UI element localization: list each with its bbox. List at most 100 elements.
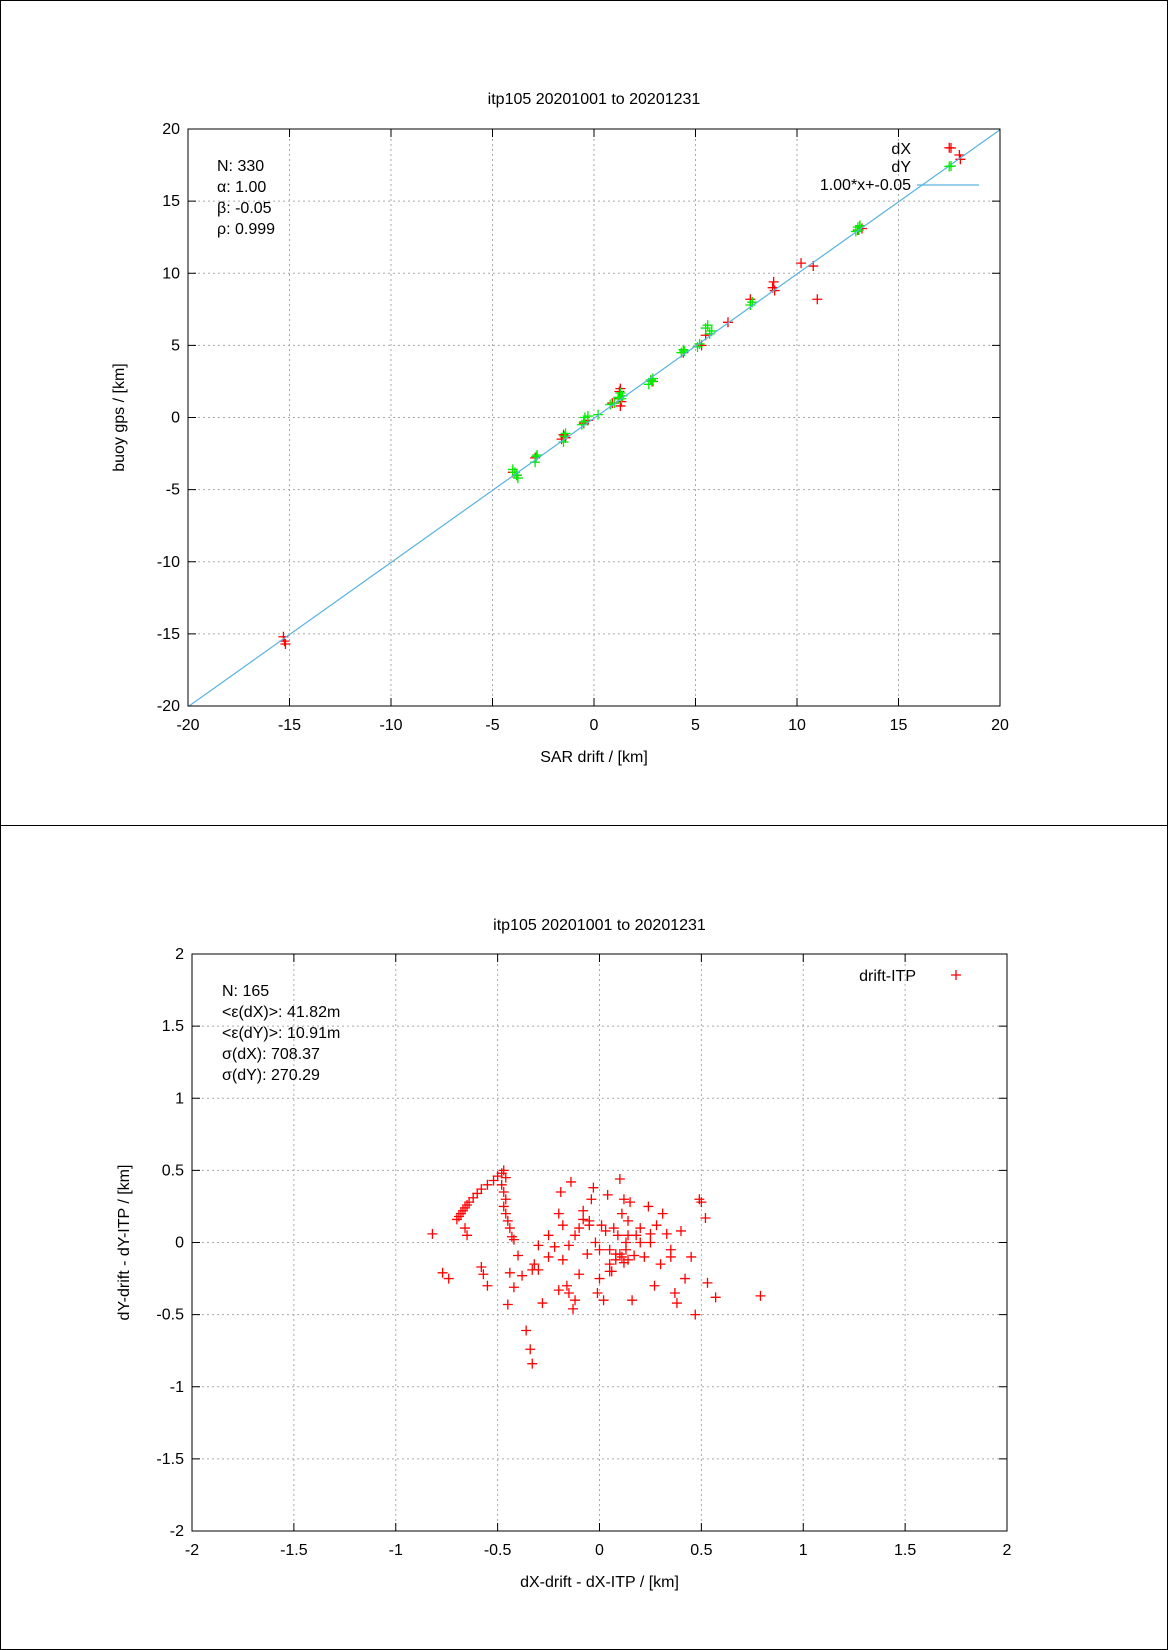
y-tick-label: 0 — [171, 410, 180, 427]
data-point — [563, 1240, 574, 1251]
data-point — [629, 1250, 640, 1261]
data-point — [502, 1215, 513, 1226]
y-tick-label: -0.5 — [156, 1307, 184, 1324]
stat-line: σ(dX): 708.37 — [222, 1046, 320, 1063]
y-tick-label: 5 — [171, 337, 180, 354]
data-point — [460, 1223, 471, 1234]
data-point — [635, 1237, 646, 1248]
data-point — [651, 1220, 662, 1231]
data-point — [512, 473, 523, 484]
data-point — [513, 1250, 523, 1261]
x-tick-label: 15 — [890, 717, 908, 734]
data-point — [504, 1267, 515, 1278]
data-point — [476, 1262, 487, 1273]
legend-entry: 1.00*x+-0.05 — [820, 177, 911, 194]
legend-marker-swatch — [946, 161, 956, 171]
data-point — [657, 1208, 668, 1219]
data-point — [498, 1165, 509, 1176]
y-tick-label: 1 — [175, 1090, 184, 1107]
data-point — [570, 1230, 581, 1241]
data-point — [635, 1223, 646, 1234]
data-point — [582, 1249, 593, 1260]
data-point — [529, 1259, 540, 1270]
y-tick-label: 1.5 — [162, 1018, 184, 1035]
data-point — [710, 1292, 721, 1303]
y-tick-label: -1 — [170, 1379, 184, 1396]
x-tick-label: 1 — [799, 1542, 808, 1559]
x-tick-label: -2 — [185, 1542, 199, 1559]
data-point — [590, 1237, 601, 1248]
data-point — [678, 344, 689, 355]
data-point — [464, 1197, 475, 1208]
y-tick-label: 2 — [175, 946, 184, 963]
data-point — [574, 1223, 585, 1234]
legend-entry: drift-ITP — [859, 968, 916, 985]
data-point — [796, 258, 807, 269]
data-point — [527, 1358, 538, 1369]
data-point — [437, 1267, 448, 1278]
data-point — [500, 1172, 511, 1183]
data-point — [623, 1230, 634, 1241]
y-axis-label: dY-drift - dY-ITP / [km] — [116, 1165, 133, 1321]
data-point — [560, 428, 571, 439]
data-point — [586, 1194, 597, 1205]
legend-entry: dX — [891, 141, 911, 158]
data-point — [553, 1285, 564, 1296]
data-point — [608, 1223, 619, 1234]
x-tick-label: -15 — [278, 717, 301, 734]
data-point — [443, 1273, 454, 1284]
data-point — [476, 1184, 487, 1195]
data-point — [592, 1287, 603, 1298]
data-point — [669, 1287, 680, 1298]
data-point — [696, 1197, 707, 1208]
y-tick-label: -15 — [157, 626, 180, 643]
data-point — [602, 1189, 613, 1200]
chart-panel-1: -20 -15 -10 -5 0 5 10 15 20 -20 -15 -10 -5 0 5 10 15 20 i… — [0, 0, 1168, 826]
data-point — [521, 1325, 532, 1336]
data-point — [671, 1298, 682, 1309]
x-tick-label: 10 — [788, 717, 806, 734]
legend-entry: dY — [891, 159, 911, 176]
x-tick-label: -10 — [379, 717, 402, 734]
data-point — [570, 1295, 581, 1306]
y-axis-label: buoy gps / [km] — [111, 363, 128, 472]
data-point — [686, 1251, 697, 1262]
stat-line: N: 330 — [217, 158, 264, 175]
chart-title: itp105 20201001 to 20201231 — [488, 91, 701, 108]
data-point — [555, 1187, 566, 1198]
data-point — [578, 1205, 589, 1216]
data-point — [557, 1254, 568, 1265]
data-point — [623, 1215, 634, 1226]
data-point — [496, 1179, 507, 1190]
data-point — [661, 1228, 672, 1239]
data-point — [618, 1194, 629, 1205]
data-point — [955, 154, 966, 165]
data-point — [502, 1299, 513, 1310]
x-axis-label: SAR drift / [km] — [540, 749, 648, 766]
data-point — [563, 1287, 574, 1298]
scatter-chart-sar-vs-buoy: -20 -15 -10 -5 0 5 10 15 20 -20 -15 -10 -5 0 5 10 15 20 i… — [111, 91, 1009, 766]
data-point — [594, 1273, 605, 1284]
data-point — [504, 1223, 515, 1234]
data-point — [639, 1251, 650, 1262]
data-point — [468, 1192, 479, 1203]
data-point — [584, 1220, 595, 1231]
data-point — [627, 1295, 638, 1306]
y-tick-label: -20 — [157, 698, 180, 715]
y-tick-label: 0.5 — [162, 1162, 184, 1179]
data-point — [604, 1266, 615, 1277]
legend-marker-swatch — [951, 970, 961, 980]
data-point — [582, 411, 593, 422]
y-tick-label: 10 — [162, 265, 180, 282]
data-point — [768, 276, 779, 287]
data-point — [500, 1208, 511, 1219]
x-tick-label: -5 — [485, 717, 499, 734]
data-point — [655, 1259, 666, 1270]
data-point — [500, 1194, 511, 1205]
data-point — [755, 1290, 766, 1301]
x-tick-label: -1 — [389, 1542, 403, 1559]
stat-line: <ε(dY)>: 10.91m — [222, 1025, 340, 1042]
x-tick-label: 1.5 — [894, 1542, 916, 1559]
data-point — [543, 1251, 554, 1262]
data-point — [574, 1269, 585, 1280]
